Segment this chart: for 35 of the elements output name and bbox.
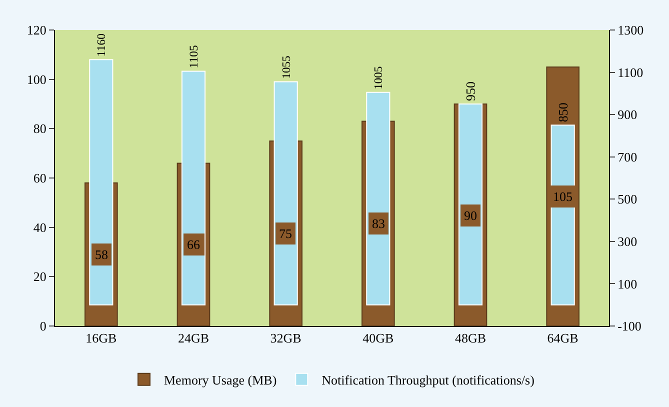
data-label: 1160 [95, 33, 108, 57]
y-tick-label: 20 [33, 269, 46, 284]
y-tick-label: 0 [40, 318, 46, 334]
y2-tick-label: 100 [618, 276, 638, 292]
legend-label: Notification Throughput (notifications/s) [322, 372, 534, 388]
x-tick-label: 48GB [454, 330, 486, 346]
y-tick-label: 60 [33, 170, 46, 186]
x-tick-label: 16GB [86, 330, 118, 346]
y2-tick-label: 300 [618, 234, 638, 249]
data-label: 850 [555, 102, 570, 122]
data-label: 90 [464, 208, 477, 223]
data-label: 105 [553, 189, 572, 204]
y-tick-label: 120 [26, 22, 46, 38]
data-label: 75 [279, 226, 292, 241]
data-label: 66 [187, 237, 200, 252]
x-tick-label: 40GB [362, 330, 394, 346]
x-tick-label: 64GB [547, 330, 579, 346]
x-tick-label: 24GB [178, 330, 210, 346]
y2-tick-label: -100 [618, 318, 642, 334]
legend-label: Memory Usage (MB) [164, 372, 277, 388]
data-label: 58 [95, 247, 108, 262]
y2-tick-label: 1300 [618, 22, 644, 38]
x-tick-label: 32GB [270, 330, 302, 346]
data-label: 1105 [188, 45, 201, 68]
y2-tick-label: 700 [618, 149, 638, 164]
y-tick-label: 100 [26, 72, 46, 87]
y-tick-label: 40 [33, 220, 46, 235]
data-label: 1055 [280, 55, 293, 79]
y2-tick-label: 900 [618, 107, 638, 122]
y2-tick-label: 500 [618, 192, 638, 207]
y2-tick-label: 1100 [618, 64, 644, 80]
data-label: 950 [463, 82, 478, 101]
data-label: 83 [372, 216, 385, 231]
y-tick-label: 80 [33, 121, 46, 136]
data-label: 1005 [373, 66, 386, 90]
